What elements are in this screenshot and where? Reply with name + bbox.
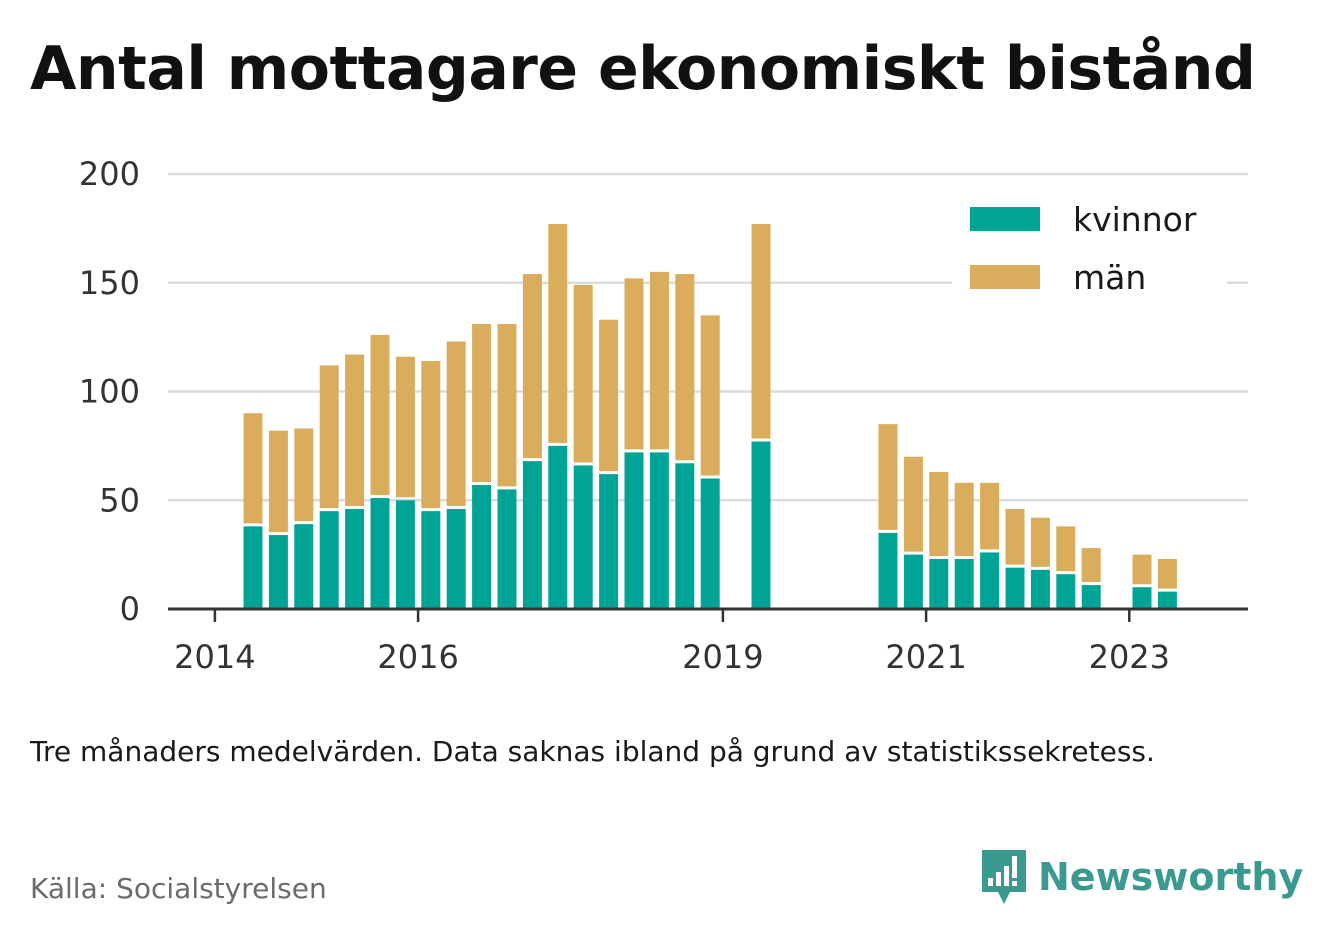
bar-man — [649, 271, 669, 450]
bar-man — [1030, 517, 1050, 567]
bar-kvinnor — [573, 465, 593, 609]
y-tick-label: 50 — [99, 481, 140, 519]
bar-man — [548, 224, 568, 443]
legend-swatch — [970, 265, 1040, 289]
bar-kvinnor — [624, 452, 644, 609]
bar-kvinnor — [345, 508, 365, 609]
bar-kvinnor — [929, 558, 949, 609]
x-tick-label: 2016 — [377, 638, 458, 676]
y-tick-label: 200 — [79, 155, 140, 193]
bar-man — [446, 341, 466, 506]
brand-logo: Newsworthy — [980, 848, 1303, 906]
bar-kvinnor — [675, 463, 695, 609]
bar-man — [700, 315, 720, 476]
bar-kvinnor — [1005, 567, 1025, 609]
bars — [243, 224, 1177, 609]
bar-man — [1157, 558, 1177, 589]
bar-man — [345, 354, 365, 506]
bar-kvinnor — [294, 524, 314, 609]
bar-kvinnor — [497, 489, 517, 609]
bar-kvinnor — [700, 478, 720, 609]
bar-man — [954, 482, 974, 556]
bar-kvinnor — [649, 452, 669, 609]
bar-man — [522, 274, 542, 459]
bar-man — [395, 356, 415, 498]
bar-man — [573, 284, 593, 463]
bar-kvinnor — [243, 526, 263, 609]
bar-man — [1056, 526, 1076, 572]
bar-kvinnor — [1157, 591, 1177, 609]
bar-kvinnor — [903, 554, 923, 609]
bar-man — [1005, 508, 1025, 565]
source-text: Källa: Socialstyrelsen — [30, 872, 327, 905]
x-tick-label: 2021 — [885, 638, 966, 676]
bar-kvinnor — [522, 461, 542, 609]
bar-man — [1081, 548, 1101, 583]
chart-title: Antal mottagare ekonomiskt bistånd — [30, 34, 1256, 104]
bar-kvinnor — [472, 485, 492, 609]
bar-kvinnor — [1132, 587, 1152, 609]
bar-kvinnor — [446, 508, 466, 609]
bar-kvinnor — [268, 535, 288, 609]
bar-kvinnor — [878, 532, 898, 609]
y-tick-label: 0 — [120, 590, 140, 628]
bar-man — [319, 365, 339, 509]
bar-kvinnor — [954, 558, 974, 609]
brand-name: Newsworthy — [1038, 855, 1304, 899]
bar-kvinnor — [370, 498, 390, 609]
bar-man — [268, 430, 288, 533]
legend-swatch — [970, 207, 1040, 231]
bar-kvinnor — [751, 441, 771, 609]
x-tick-label: 2023 — [1089, 638, 1170, 676]
legend-label: kvinnor — [1073, 200, 1197, 239]
bar-man — [243, 413, 263, 524]
bar-man — [497, 324, 517, 487]
axes: 2014 2016 2019 2021 2023 — [168, 607, 1248, 676]
bar-man — [624, 278, 644, 450]
bar-man — [903, 456, 923, 552]
newsworthy-logo-icon — [982, 850, 1026, 904]
bar-man — [421, 361, 441, 509]
x-tick-label: 2014 — [174, 638, 255, 676]
bar-kvinnor — [395, 500, 415, 609]
bar-man — [980, 482, 1000, 550]
bar-kvinnor — [1030, 569, 1050, 609]
bar-man — [878, 424, 898, 530]
bar-man — [751, 224, 771, 439]
bar-kvinnor — [1081, 585, 1101, 609]
legend: kvinnor män — [952, 200, 1227, 297]
bar-man — [472, 324, 492, 483]
bar-kvinnor — [548, 445, 568, 609]
bar-kvinnor — [599, 474, 619, 609]
bar-kvinnor — [421, 511, 441, 609]
bar-kvinnor — [319, 511, 339, 609]
bar-man — [1132, 554, 1152, 585]
y-tick-label: 100 — [79, 373, 140, 411]
bar-man — [294, 428, 314, 522]
bar-man — [599, 319, 619, 472]
bar-man — [370, 334, 390, 496]
bar-man — [675, 274, 695, 461]
legend-label: män — [1073, 258, 1146, 297]
bar-kvinnor — [980, 552, 1000, 609]
bar-man — [929, 471, 949, 556]
chart-note: Tre månaders medelvärden. Data saknas ib… — [30, 735, 1155, 768]
bar-kvinnor — [1056, 574, 1076, 609]
y-tick-label: 150 — [79, 264, 140, 302]
x-tick-label: 2019 — [682, 638, 763, 676]
